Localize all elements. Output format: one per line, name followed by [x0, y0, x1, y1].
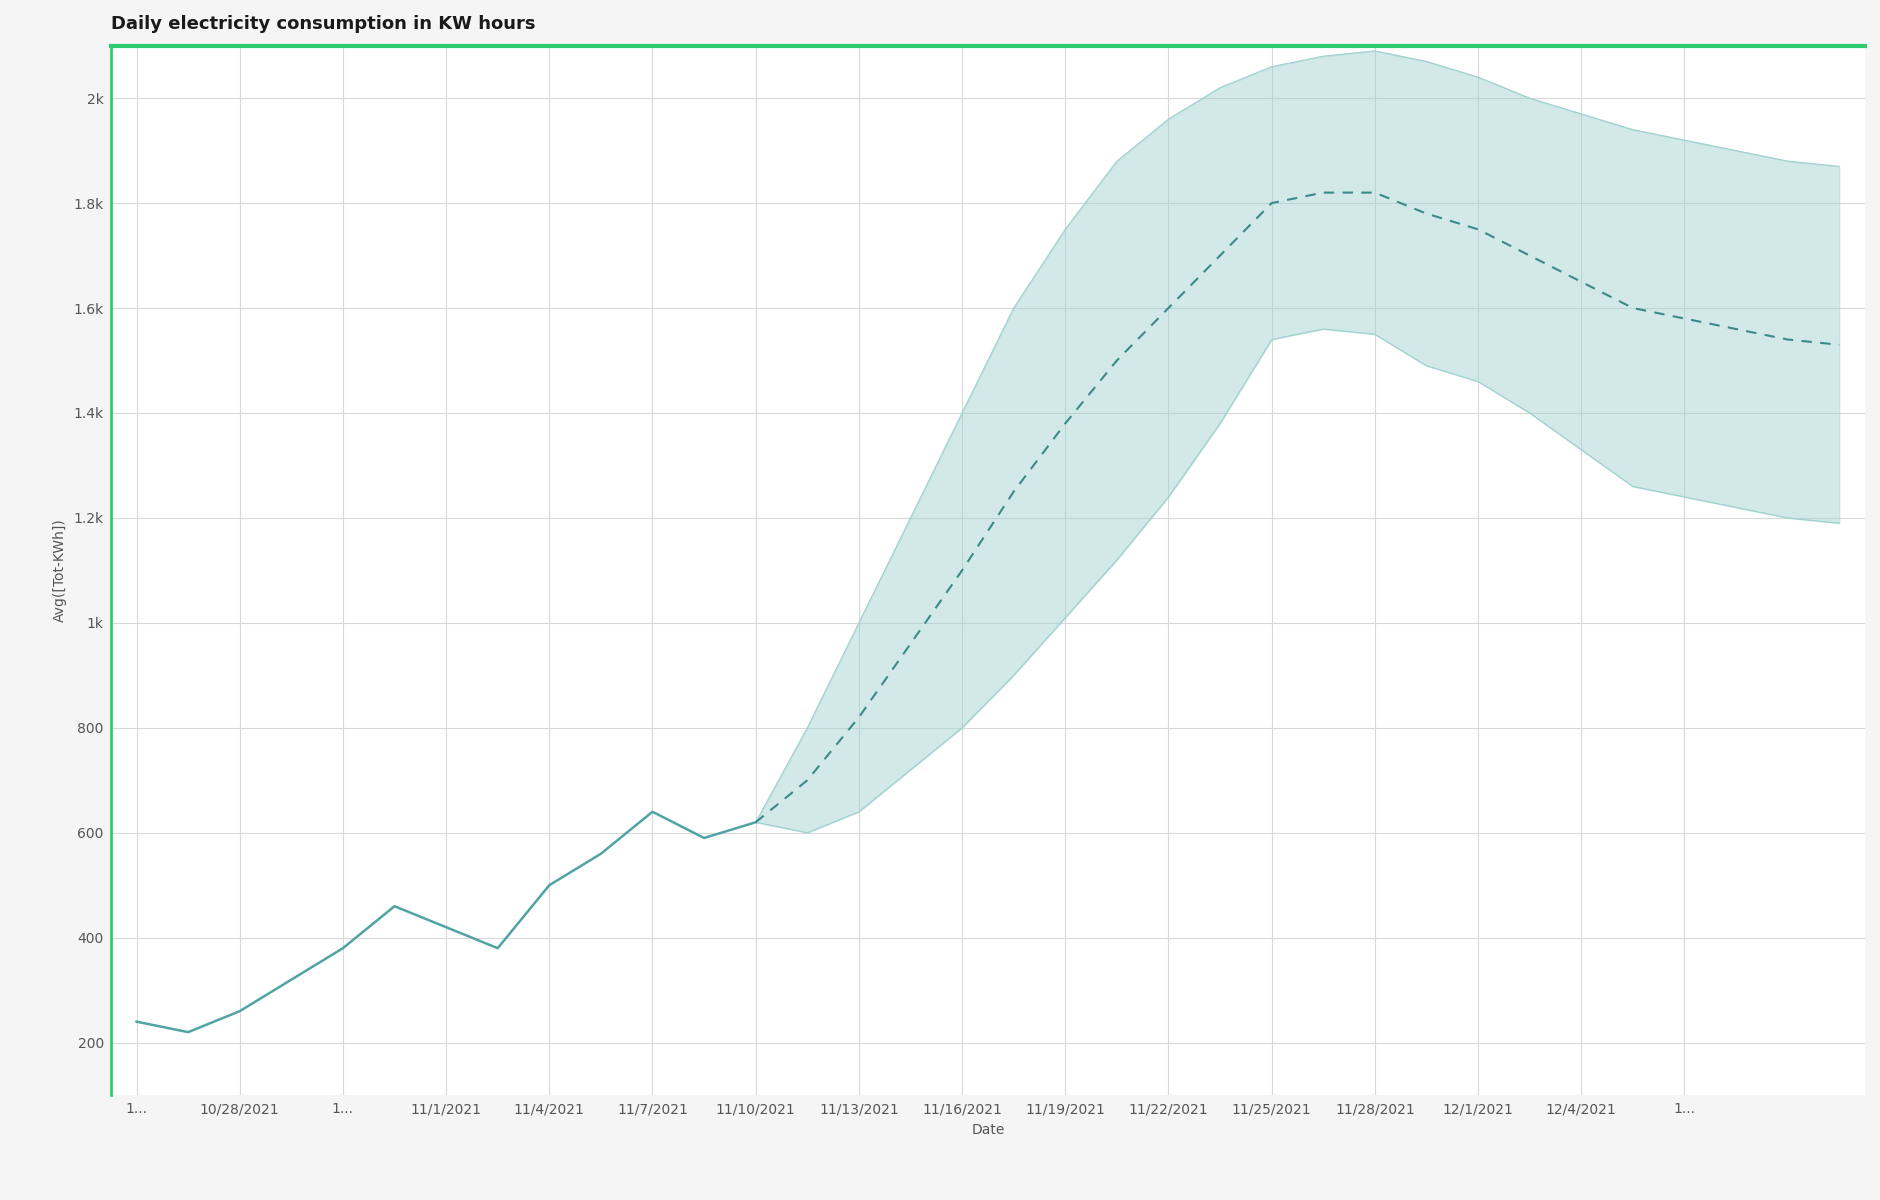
X-axis label: Date: Date [972, 1123, 1004, 1138]
Text: Daily electricity consumption in KW hours: Daily electricity consumption in KW hour… [111, 14, 536, 32]
Y-axis label: Avg([Tot-KWh]): Avg([Tot-KWh]) [53, 518, 66, 623]
